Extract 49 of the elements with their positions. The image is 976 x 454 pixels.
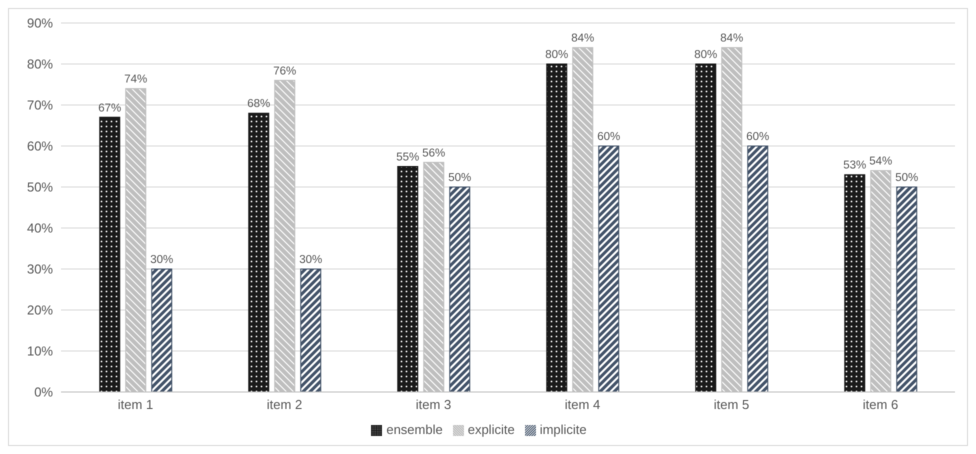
- data-label: 50%: [448, 172, 472, 184]
- data-label: 84%: [571, 32, 594, 45]
- x-tick-label: item 6: [862, 397, 898, 412]
- x-tick-label: item 3: [416, 397, 452, 412]
- data-label: 76%: [273, 65, 296, 78]
- y-tick-label: 40%: [26, 220, 54, 236]
- data-label: 84%: [720, 32, 744, 45]
- x-tick-label: item 4: [564, 397, 600, 412]
- bar: [449, 186, 470, 392]
- data-label: 60%: [597, 131, 620, 143]
- bar: [300, 268, 322, 392]
- legend-label: implicite: [540, 422, 587, 437]
- data-label: 54%: [869, 156, 892, 168]
- data-label: 50%: [895, 172, 918, 184]
- bar: [844, 174, 866, 392]
- data-label: 80%: [694, 49, 718, 61]
- y-tick-label: 20%: [26, 302, 54, 318]
- bar: [747, 146, 768, 392]
- data-label: 80%: [545, 49, 568, 61]
- x-tick-label: item 1: [118, 397, 154, 412]
- bar: [248, 112, 270, 392]
- y-tick-label: 50%: [26, 180, 54, 195]
- y-tick-label: 60%: [26, 138, 54, 154]
- legend-label: ensemble: [386, 422, 443, 437]
- data-label: 67%: [98, 102, 122, 114]
- data-label: 56%: [422, 147, 446, 160]
- bar: [598, 146, 620, 392]
- data-label: 30%: [299, 254, 322, 266]
- bar: [397, 166, 418, 392]
- legend-label: explicite: [468, 422, 515, 437]
- data-label: 30%: [150, 254, 174, 266]
- bar: [896, 186, 918, 392]
- y-tick-label: 70%: [26, 98, 54, 113]
- bar: [546, 64, 568, 392]
- data-label: 68%: [247, 98, 270, 110]
- data-label: 74%: [124, 74, 148, 86]
- y-tick-label: 0%: [34, 384, 54, 400]
- bar: [695, 64, 716, 392]
- y-tick-label: 30%: [26, 262, 54, 277]
- data-label: 60%: [746, 131, 770, 143]
- x-tick-label: item 2: [266, 397, 302, 412]
- y-tick-label: 90%: [26, 16, 54, 31]
- data-label: 55%: [396, 152, 420, 164]
- data-label: 53%: [843, 160, 866, 172]
- x-tick-label: item 5: [714, 397, 750, 412]
- y-tick-label: 10%: [26, 344, 54, 359]
- bar: [151, 268, 172, 392]
- y-tick-label: 80%: [26, 56, 54, 72]
- bar: [99, 116, 120, 392]
